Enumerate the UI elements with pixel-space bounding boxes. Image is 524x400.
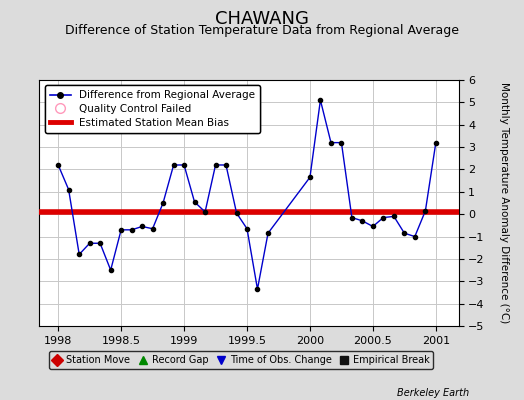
- Legend: Station Move, Record Gap, Time of Obs. Change, Empirical Break: Station Move, Record Gap, Time of Obs. C…: [49, 351, 433, 369]
- Text: Difference of Station Temperature Data from Regional Average: Difference of Station Temperature Data f…: [65, 24, 459, 37]
- Legend: Difference from Regional Average, Quality Control Failed, Estimated Station Mean: Difference from Regional Average, Qualit…: [45, 85, 260, 133]
- Text: Berkeley Earth: Berkeley Earth: [397, 388, 469, 398]
- Y-axis label: Monthly Temperature Anomaly Difference (°C): Monthly Temperature Anomaly Difference (…: [499, 82, 509, 324]
- Text: CHAWANG: CHAWANG: [215, 10, 309, 28]
